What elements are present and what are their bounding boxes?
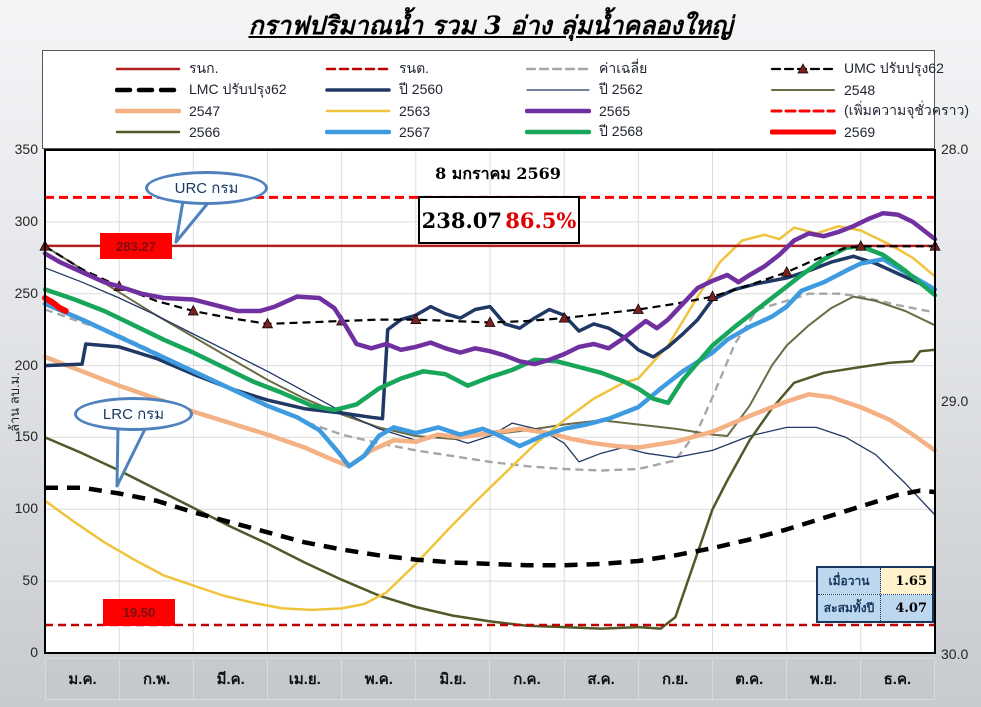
legend-label: (เพิ่มความจุชั่วคราว): [844, 102, 970, 119]
legend-swatch: [770, 129, 836, 135]
legend-item: ปี 2560: [325, 79, 525, 100]
summary-table: เมื่อวาน 1.65 สะสมทั้งปี 4.07: [816, 566, 934, 623]
chart-legend: รนก. รนต. ค่าเฉลี่ย UMC ปรับปรุง62 LMC ปรับป…: [42, 50, 969, 149]
row-value: 1.65: [881, 568, 932, 594]
axis-tick-label: 50: [22, 572, 38, 589]
legend-label: ปี 2562: [599, 80, 643, 97]
month-label: ก.ค.: [490, 658, 565, 700]
legend-label: 2565: [599, 103, 631, 120]
axis-tick-label: 0: [30, 644, 38, 660]
legend-swatch: [115, 108, 181, 114]
legend-swatch: [115, 87, 181, 93]
row-value: 4.07: [881, 595, 932, 621]
value-box: 238.07 86.5%: [418, 196, 580, 244]
y-axis-title: ล้าน ลบ.ม.: [7, 372, 22, 432]
month-label: มิ.ย.: [416, 658, 491, 700]
month-label: พ.ค.: [342, 658, 417, 700]
lower-ref-label: 19.50: [103, 599, 175, 626]
urc-callout-label: URC กรม: [174, 180, 239, 197]
legend-item: 2563: [325, 101, 525, 122]
legend-label: รนต.: [399, 59, 430, 76]
legend-label: 2547: [189, 103, 221, 120]
axis-tick-label: 150: [14, 428, 38, 445]
axis-tick-label: 100: [14, 500, 38, 517]
legend-label: ปี 2560: [399, 80, 443, 97]
legend-swatch: [115, 131, 181, 134]
legend-label: LMC ปรับปรุง62: [189, 80, 287, 97]
legend-item: LMC ปรับปรุง62: [115, 79, 325, 100]
upper-ref-label: 283.27: [100, 233, 172, 259]
table-row: เมื่อวาน 1.65: [818, 568, 932, 594]
legend-swatch: [770, 109, 836, 113]
lrc-callout: LRC กรม: [74, 397, 193, 431]
legend-item: (เพิ่มความจุชั่วคราว): [770, 101, 969, 122]
axis-tick-label: 350: [14, 141, 38, 157]
legend-item: 2566: [115, 122, 325, 143]
legend-swatch: [525, 130, 591, 135]
legend-item: UMC ปรับปรุง62: [770, 58, 969, 79]
legend-item: รนต.: [325, 58, 525, 79]
month-label: มี.ค.: [194, 658, 269, 700]
legend-label: 2548: [844, 81, 876, 98]
legend-label: 2566: [189, 124, 221, 141]
page-title-text: กราฟปริมาณน้ำ รวม 3 อ่าง ลุ่มน้ำคลองใหญ่: [248, 11, 733, 40]
legend-label: 2569: [844, 124, 876, 141]
legend-item: ปี 2568: [525, 122, 770, 143]
axis-tick-label: 29.0: [941, 393, 969, 409]
volume-value: 238.07: [421, 207, 502, 233]
month-label: เม.ย.: [268, 658, 343, 700]
percent-value: 86.5%: [505, 207, 577, 233]
legend-item: 2569: [770, 122, 969, 143]
legend-swatch: [325, 130, 391, 135]
month-label: ส.ค.: [564, 658, 639, 700]
row-label: สะสมทั้งปี: [818, 595, 881, 621]
axis-tick-label: 200: [14, 356, 38, 373]
lrc-callout-label: LRC กรม: [102, 406, 165, 423]
legend-item: 2548: [770, 79, 969, 100]
legend-swatch: [325, 67, 391, 70]
legend-item: 2565: [525, 101, 770, 122]
x-axis-months: ม.ค. ก.พ. มี.ค. เม.ย. พ.ค. มิ.ย. ก.ค. ส.ค. ก.ย. ต…: [45, 658, 935, 700]
month-label: พ.ย.: [786, 658, 861, 700]
legend-swatch: [115, 67, 181, 70]
legend-swatch: [771, 88, 835, 91]
legend-swatch: [325, 88, 391, 92]
legend-label: 2567: [399, 124, 431, 141]
axis-tick-label: 300: [14, 212, 38, 229]
callout-tail: [174, 200, 210, 244]
legend-swatch: [525, 108, 591, 114]
urc-callout: URC กรม: [145, 171, 268, 205]
row-label: เมื่อวาน: [818, 568, 881, 594]
legend-item: 2567: [325, 122, 525, 143]
legend-swatch: [525, 67, 591, 70]
legend-label: 2563: [399, 103, 431, 120]
axis-tick-label: 28.0: [941, 141, 969, 157]
month-label: ก.ย.: [638, 658, 713, 700]
legend-item: ปี 2562: [525, 79, 770, 100]
month-label: ก.พ.: [120, 658, 195, 700]
table-row: สะสมทั้งปี 4.07: [818, 594, 932, 621]
legend-swatch: [325, 109, 391, 113]
axis-tick-label: 30.0: [941, 646, 969, 662]
legend-label: รนก.: [189, 59, 219, 76]
legend-swatch: [770, 62, 836, 73]
month-label: ต.ค.: [712, 658, 787, 700]
callout-tail: [115, 427, 147, 488]
legend-item: ค่าเฉลี่ย: [525, 58, 770, 79]
page-title: กราฟปริมาณน้ำ รวม 3 อ่าง ลุ่มน้ำคลองใหญ่: [0, 6, 981, 46]
legend-label: ปี 2568: [599, 123, 643, 140]
axis-tick-label: 250: [14, 284, 38, 301]
date-label: 8 มกราคม 2569: [435, 164, 561, 183]
month-label: ม.ค.: [45, 658, 121, 700]
legend-item: 2547: [115, 101, 325, 122]
month-label: ธ.ค.: [860, 658, 935, 700]
legend-item: รนก.: [115, 58, 325, 79]
legend-label: ค่าเฉลี่ย: [599, 59, 648, 76]
legend-swatch: [526, 89, 590, 91]
legend-label: UMC ปรับปรุง62: [844, 59, 944, 76]
